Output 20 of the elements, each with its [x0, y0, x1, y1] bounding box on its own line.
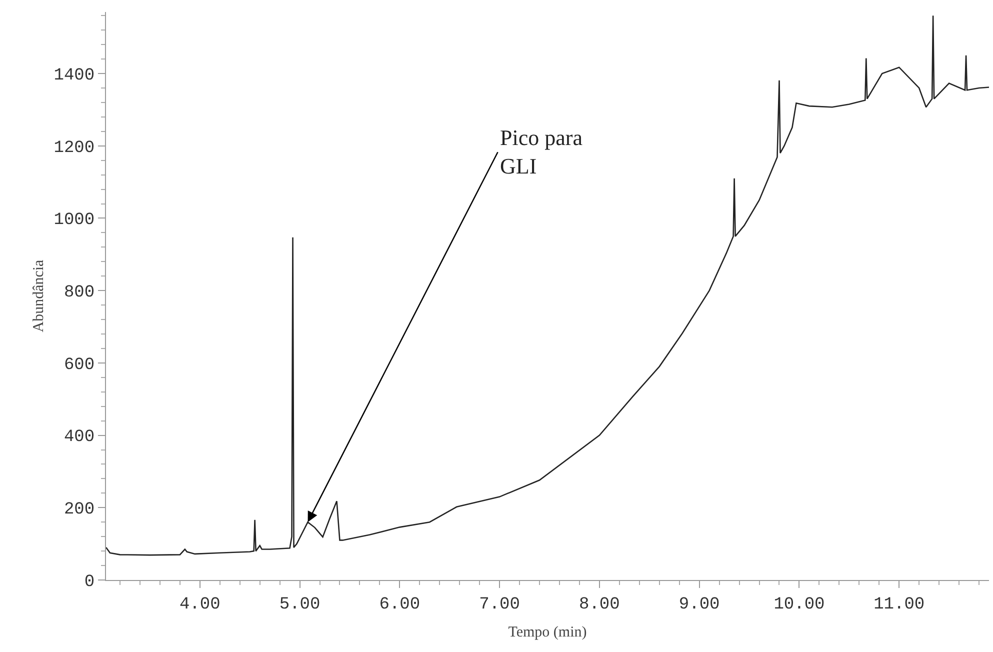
x-tick-label: 11.00 — [874, 595, 925, 614]
y-tick-label: 800 — [64, 284, 95, 303]
x-tick-label: 8.00 — [579, 595, 620, 614]
y-tick-label: 1000 — [54, 211, 95, 230]
y-tick-label: 600 — [64, 356, 95, 375]
y-tick-label: 200 — [64, 500, 95, 520]
x-tick-label: 4.00 — [179, 595, 220, 614]
y-axis-title: Abundância — [31, 259, 48, 332]
x-tick-label: 10.00 — [774, 595, 825, 614]
line-series — [106, 14, 989, 556]
y-tick-label: 1400 — [54, 66, 95, 86]
x-tick-label: 5.00 — [279, 595, 320, 614]
annotation: Pico para GLI — [500, 125, 583, 179]
x-tick-label: 6.00 — [379, 595, 420, 614]
y-tick-label: 0 — [84, 572, 95, 592]
x-tick-label: 7.00 — [479, 595, 520, 614]
y-tick-label: 1200 — [54, 138, 95, 158]
x-tick-label: 9.00 — [678, 595, 720, 614]
y-tick-label: 400 — [64, 428, 95, 448]
x-axis-title: Tempo (min) — [508, 624, 587, 640]
